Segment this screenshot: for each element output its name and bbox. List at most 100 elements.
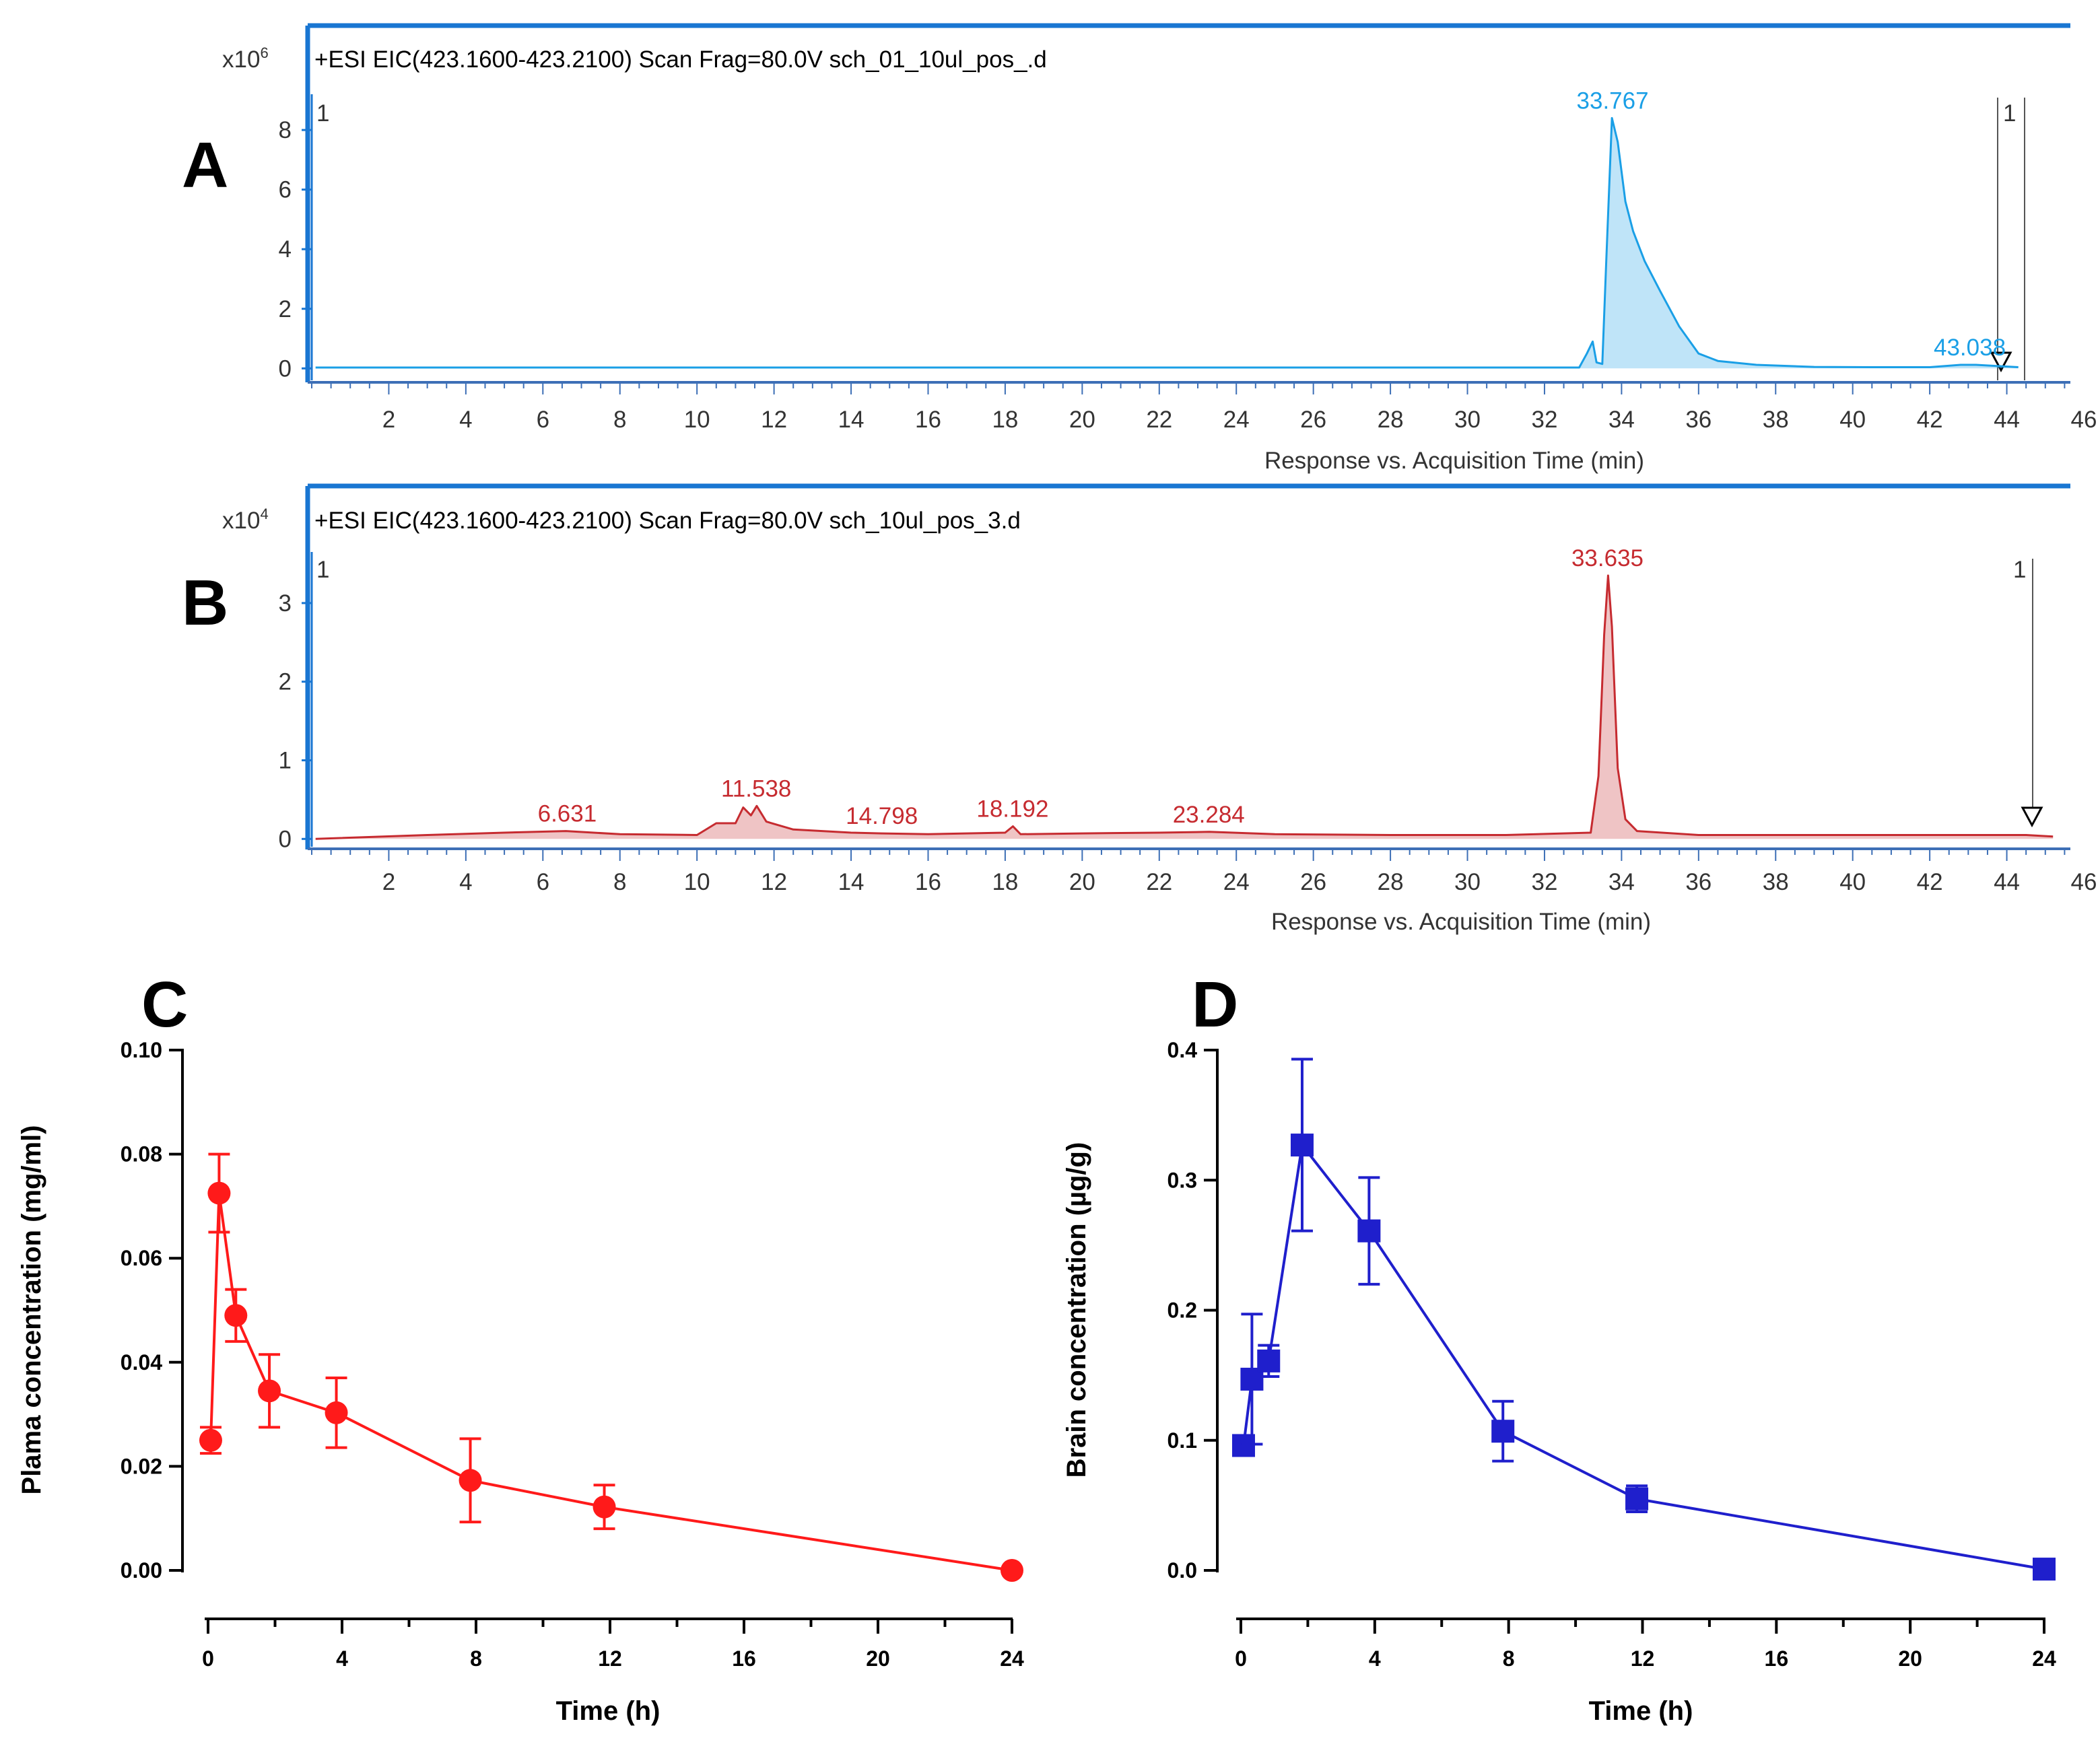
panel-b-xtick-label: 44 <box>1994 869 2020 895</box>
panel-a-ytick-label: 0 <box>279 355 292 382</box>
panel-d: D Time (h) Brain concentration (µg/g) 0.… <box>1062 969 2056 1726</box>
panel-a-peak-label: 43.038 <box>1934 335 2006 361</box>
panel-a-xtick-label: 26 <box>1300 407 1326 433</box>
panel-a-xtick-label: 2 <box>382 407 395 433</box>
panel-b-start-marker: 1 <box>316 557 329 583</box>
panel-b-peak-label: 18.192 <box>976 796 1048 823</box>
panel-c-ytick-label: 0.02 <box>121 1454 162 1478</box>
panel-d-ytick-label: 0.2 <box>1167 1298 1197 1323</box>
panel-a-xtick-label: 32 <box>1531 407 1557 433</box>
panel-c-data-point <box>325 1401 348 1424</box>
panel-c-data-point <box>459 1469 482 1492</box>
panel-b-xtick-label: 4 <box>459 869 472 895</box>
panel-a-end-triangle <box>1990 351 2012 373</box>
panel-c-data-point <box>1001 1559 1023 1582</box>
panel-a-xtick-label: 4 <box>459 407 472 433</box>
panel-d-ytick-label: 0.3 <box>1167 1168 1197 1192</box>
panel-b-xtick-label: 12 <box>761 869 787 895</box>
panel-b-trace-line <box>315 574 2054 840</box>
panel-c-xtick-label: 20 <box>866 1646 890 1671</box>
panel-label-b: B <box>182 567 228 639</box>
panel-a-xtick-label: 40 <box>1839 407 1866 433</box>
panel-a-trace-line <box>315 116 2019 369</box>
panel-b-xtick-label: 6 <box>537 869 549 895</box>
panel-c-ytick-label: 0.08 <box>121 1142 162 1167</box>
panel-a-xtick-label: 22 <box>1146 407 1172 433</box>
panel-b-x-axis-label: Response vs. Acquisition Time (min) <box>1271 909 1651 935</box>
panel-d-xtick-label: 24 <box>2032 1646 2056 1671</box>
panel-a-xtick-label: 38 <box>1763 407 1789 433</box>
panel-c-xtick-label: 24 <box>1000 1646 1024 1671</box>
panel-a-xtick-label: 16 <box>915 407 941 433</box>
panel-c-data-point <box>207 1181 231 1205</box>
panel-b-xtick-label: 40 <box>1839 869 1866 895</box>
panel-d-xtick-label: 16 <box>1765 1646 1789 1671</box>
panel-c: C Time (h) Plama concentration (mg/ml) 0… <box>17 969 1024 1726</box>
panel-a-ytick-label: 6 <box>279 177 292 203</box>
panel-a-xtick-label: 10 <box>684 407 710 433</box>
panel-b-xtick-label: 2 <box>382 869 395 895</box>
panel-a-xtick-label: 18 <box>992 407 1018 433</box>
panel-b-xtick-label: 14 <box>838 869 865 895</box>
panel-a-trace-fill <box>315 118 2019 369</box>
panel-b-xtick-label: 34 <box>1608 869 1635 895</box>
panel-b-xtick-label: 8 <box>613 869 626 895</box>
panel-a-xtick-label: 44 <box>1994 407 2020 433</box>
panel-d-xtick-label: 0 <box>1235 1646 1247 1671</box>
panel-c-data-point <box>592 1495 616 1519</box>
panel-a: A x106 +ESI EIC(423.1600-423.2100) Scan … <box>182 23 2097 474</box>
panel-b: B x104 +ESI EIC(423.1600-423.2100) Scan … <box>182 483 2097 935</box>
panel-d-data-point <box>1290 1134 1314 1157</box>
panel-b-xtick-label: 20 <box>1069 869 1095 895</box>
panel-c-xtick-label: 12 <box>598 1646 622 1671</box>
panel-b-xtick-label: 22 <box>1146 869 1172 895</box>
panel-a-xtick-label: 46 <box>2071 407 2097 433</box>
panel-b-xtick-label: 42 <box>1917 869 1943 895</box>
panel-a-xtick-label: 28 <box>1378 407 1404 433</box>
panel-d-data-point <box>1257 1349 1281 1372</box>
panel-a-ytick-label: 2 <box>279 296 292 322</box>
panel-a-xtick-label: 30 <box>1454 407 1481 433</box>
panel-b-peak-label: 11.538 <box>721 775 791 802</box>
panel-a-ytick-label: 8 <box>279 117 292 143</box>
panel-c-ytick-label: 0.00 <box>121 1558 162 1583</box>
panel-a-end-marker: 1 <box>2003 100 2016 127</box>
panel-b-xtick-label: 10 <box>684 869 710 895</box>
panel-c-ytick-label: 0.06 <box>121 1246 162 1270</box>
panel-b-xtick-label: 38 <box>1763 869 1789 895</box>
panel-b-xtick-label: 18 <box>992 869 1018 895</box>
panel-a-ytick-label: 4 <box>279 236 292 263</box>
panel-d-xtick-label: 4 <box>1369 1646 1381 1671</box>
panel-b-xtick-label: 36 <box>1685 869 1712 895</box>
panel-b-peak-label: 33.635 <box>1571 545 1644 571</box>
panel-a-xtick-label: 12 <box>761 407 787 433</box>
panel-b-peak-label: 23.284 <box>1173 802 1245 828</box>
panel-a-trace-header: +ESI EIC(423.1600-423.2100) Scan Frag=80… <box>314 46 1047 73</box>
panel-a-xtick-label: 14 <box>838 407 865 433</box>
panel-d-x-axis-label: Time (h) <box>1589 1696 1693 1726</box>
panel-a-xtick-label: 8 <box>613 407 626 433</box>
panel-a-xtick-label: 24 <box>1223 407 1250 433</box>
panel-d-xtick-label: 12 <box>1631 1646 1655 1671</box>
panel-b-end-triangle <box>2021 806 2043 828</box>
panel-a-xtick-label: 42 <box>1917 407 1943 433</box>
panel-d-xtick-label: 8 <box>1503 1646 1515 1671</box>
panel-b-ytick-label: 1 <box>279 748 292 774</box>
panel-d-data-point <box>1357 1219 1381 1243</box>
panel-c-data-point <box>199 1428 222 1452</box>
panel-label-d: D <box>1192 969 1238 1041</box>
panel-a-start-marker: 1 <box>316 100 329 127</box>
panel-a-xtick-label: 20 <box>1069 407 1095 433</box>
panel-b-peak-label: 14.798 <box>846 803 918 829</box>
panel-b-xtick-label: 28 <box>1378 869 1404 895</box>
panel-d-data-point <box>1625 1487 1649 1510</box>
panel-b-xtick-label: 32 <box>1531 869 1557 895</box>
panel-a-xtick-label: 6 <box>537 407 549 433</box>
panel-b-xtick-label: 16 <box>915 869 941 895</box>
panel-d-data-point <box>2033 1558 2056 1581</box>
panel-b-ytick-label: 0 <box>279 826 292 852</box>
panel-a-peak-label: 33.767 <box>1577 88 1649 114</box>
panel-d-y-axis-label: Brain concentration (µg/g) <box>1062 1142 1091 1478</box>
panel-c-ytick-label: 0.10 <box>121 1038 162 1062</box>
